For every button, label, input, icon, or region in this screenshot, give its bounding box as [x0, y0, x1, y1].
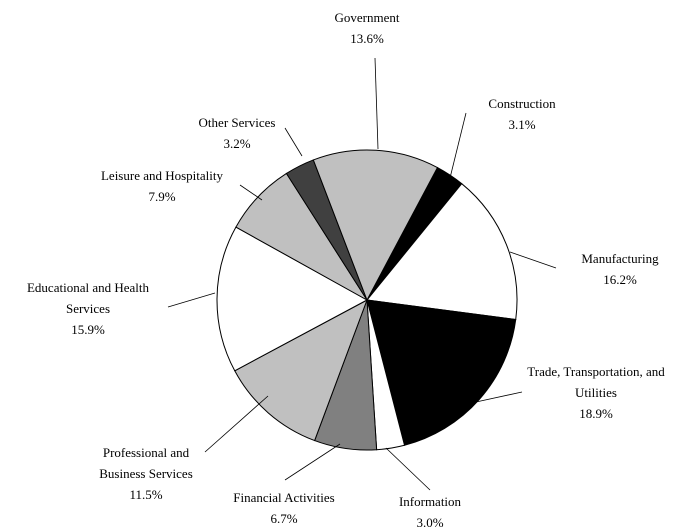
- leader-line: [167, 292, 216, 308]
- value-label: 11.5%: [129, 487, 163, 502]
- category-name: Government: [334, 10, 400, 25]
- slice-label: Construction 3.1%: [447, 93, 597, 135]
- value-label: 15.9%: [71, 322, 105, 337]
- slice: [216, 226, 369, 372]
- category-name: Information: [398, 494, 462, 509]
- slice: [366, 299, 517, 446]
- leader-line: [284, 443, 341, 481]
- slice-label: Information 3.0%: [355, 491, 505, 529]
- value-label: 16.2%: [603, 272, 637, 287]
- slice-label: Manufacturing 16.2%: [545, 248, 675, 290]
- leader-line: [449, 112, 467, 179]
- category-name: Professional and Business Services: [99, 445, 193, 481]
- value-label: 3.2%: [223, 136, 251, 151]
- value-label: 3.0%: [416, 515, 444, 529]
- value-label: 3.1%: [508, 117, 536, 132]
- leader-line: [509, 251, 557, 269]
- category-name: Educational and Health Services: [26, 280, 149, 316]
- category-name: Financial Activities: [233, 490, 335, 505]
- slices: [216, 149, 518, 451]
- category-name: Trade, Transportation, and Utilities: [527, 364, 665, 400]
- slice: [312, 149, 439, 302]
- leader-line: [385, 447, 431, 491]
- slice-label: Trade, Transportation, and Utilities 18.9…: [514, 361, 675, 424]
- slice-label: Educational and Health Services 15.9%: [4, 277, 172, 340]
- category-name: Leisure and Hospitality: [100, 168, 224, 183]
- slice-label: Government 13.6%: [292, 7, 442, 49]
- value-label: 7.9%: [148, 189, 176, 204]
- category-name: Construction: [488, 96, 556, 111]
- leader-line: [374, 57, 379, 150]
- leader-lines: [167, 57, 557, 491]
- slice-label: Other Services 3.2%: [162, 112, 312, 154]
- category-name: Other Services: [198, 115, 276, 130]
- leader-line: [475, 391, 523, 403]
- leader-line: [204, 395, 269, 453]
- value-label: 13.6%: [350, 31, 384, 46]
- slice-label: Professional and Business Services 11.5%: [81, 442, 211, 505]
- slice: [234, 298, 368, 442]
- slice-label: Leisure and Hospitality 7.9%: [77, 165, 247, 207]
- slice: [366, 182, 518, 321]
- value-label: 18.9%: [579, 406, 613, 421]
- leader-line: [284, 127, 303, 157]
- slice-label: Financial Activities 6.7%: [204, 487, 364, 529]
- value-label: 6.7%: [270, 511, 298, 526]
- category-name: Manufacturing: [581, 251, 659, 266]
- leader-line: [239, 184, 263, 201]
